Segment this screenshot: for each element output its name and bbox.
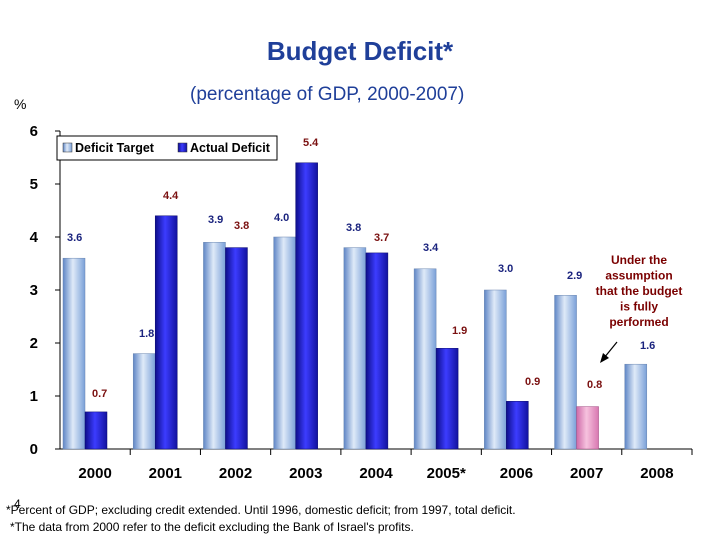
x-tick-label: 2007 <box>570 465 603 482</box>
bar-actual-deficit <box>84 411 108 450</box>
bar-actual-deficit <box>365 252 389 450</box>
legend-swatch-actual <box>177 142 188 153</box>
annotation-text: Under the assumption that the budget is ful… <box>596 253 683 329</box>
x-tick-label: 2008 <box>640 465 673 482</box>
data-label-target: 4.0 <box>274 212 289 224</box>
data-label-actual: 5.4 <box>303 137 319 149</box>
x-tick-label: 2003 <box>289 465 322 482</box>
y-tick-label: 0 <box>30 441 38 458</box>
bar-actual-deficit <box>435 348 459 450</box>
data-label-target: 1.8 <box>139 328 154 340</box>
data-label-actual: 0.9 <box>525 376 540 388</box>
y-axis-label: % <box>14 96 27 112</box>
legend-label-target: Deficit Target <box>75 141 155 155</box>
chart-title: Budget Deficit* <box>266 36 454 66</box>
data-label-actual: 3.8 <box>234 220 249 232</box>
bar-actual-deficit <box>576 406 599 450</box>
chart-subtitle: (percentage of GDP, 2000-2007) <box>190 84 465 105</box>
data-label-target: 3.4 <box>423 242 439 254</box>
bar-actual-deficit <box>506 401 529 450</box>
data-label-actual: 1.9 <box>452 325 467 337</box>
bar-deficit-target <box>624 363 648 450</box>
annotation-arrowhead <box>600 353 609 363</box>
y-tick-label: 4 <box>30 229 39 246</box>
bar-actual-deficit <box>225 247 248 450</box>
data-label-target: 2.9 <box>567 270 582 282</box>
data-label-target: 3.6 <box>67 232 82 244</box>
x-tick-label: 2005* <box>427 465 466 482</box>
x-tick-label: 2004 <box>359 465 393 482</box>
legend-swatch-target <box>62 142 73 153</box>
bar-deficit-target <box>62 257 86 450</box>
bar-deficit-target <box>413 268 437 450</box>
data-label-target: 3.8 <box>346 222 361 234</box>
bar-actual-deficit <box>154 215 178 450</box>
bar-deficit-target <box>554 295 577 450</box>
bar-deficit-target <box>343 247 367 450</box>
y-tick-label: 5 <box>30 176 38 193</box>
bar-actual-deficit <box>295 162 318 450</box>
bar-deficit-target <box>203 242 226 450</box>
data-label-actual: 0.8 <box>587 379 602 391</box>
y-tick-label: 3 <box>30 282 38 299</box>
annotation-arrow <box>603 341 618 359</box>
x-tick-label: 2006 <box>500 465 533 482</box>
bar-deficit-target <box>484 289 507 450</box>
legend-label-actual: Actual Deficit <box>190 141 271 155</box>
x-tick-label: 2000 <box>78 465 111 482</box>
data-label-actual: 0.7 <box>92 388 107 400</box>
y-tick-label: 6 <box>30 123 38 140</box>
bar-deficit-target <box>273 236 296 450</box>
data-label-target: 3.9 <box>208 214 223 226</box>
bar-deficit-target <box>132 353 156 450</box>
x-tick-label: 2002 <box>219 465 252 482</box>
y-tick-label: 1 <box>30 388 38 405</box>
x-tick-label: 2001 <box>149 465 182 482</box>
data-label-actual: 3.7 <box>374 232 389 244</box>
y-tick-label: 2 <box>30 335 38 352</box>
footnote-2: *The data from 2000 refer to the deficit… <box>10 520 414 534</box>
data-label-target: 1.6 <box>640 340 655 352</box>
data-label-target: 3.0 <box>498 263 513 275</box>
legend-box <box>56 135 278 161</box>
slide-number: 4 <box>14 497 21 511</box>
data-label-actual: 4.4 <box>163 190 179 202</box>
footnote-1: *Percent of GDP; excluding credit extend… <box>6 503 516 517</box>
